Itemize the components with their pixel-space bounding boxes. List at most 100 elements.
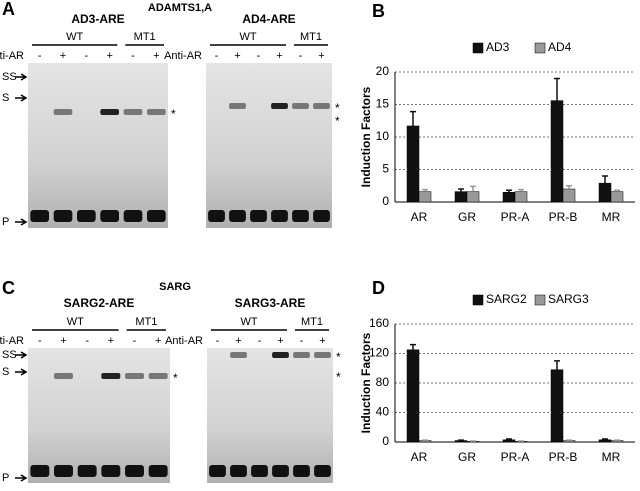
y-tick-label: 120	[369, 346, 389, 360]
gel-title: SARG2-ARE	[64, 296, 135, 310]
shift-band	[230, 352, 247, 358]
error-bar	[518, 188, 524, 192]
free-probe-band	[292, 210, 309, 222]
x-tick-label: GR	[458, 450, 476, 464]
marker-arrow	[15, 73, 28, 81]
error-bar	[458, 188, 464, 192]
marker-arrow	[15, 474, 28, 482]
lane-sign: -	[38, 50, 42, 62]
x-tick-label: AR	[411, 210, 428, 224]
panel-label: D	[372, 278, 385, 298]
lane-sign: -	[215, 50, 219, 62]
bar	[406, 349, 420, 443]
bar	[418, 191, 432, 203]
panel-label: C	[2, 278, 15, 298]
shift-band	[100, 109, 119, 115]
shift-band	[147, 109, 166, 115]
free-probe-band	[271, 210, 288, 222]
lane-sign: +	[60, 50, 66, 62]
bar	[466, 191, 480, 203]
star: *	[171, 107, 176, 121]
y-tick-label: 80	[376, 375, 390, 389]
lane-sign: -	[133, 335, 137, 347]
lane-sign: -	[85, 335, 89, 347]
panel-label: A	[2, 0, 15, 19]
lane-sign: +	[234, 50, 240, 62]
y-tick-label: 0	[382, 194, 389, 208]
legend-label: SARG2	[486, 292, 527, 306]
free-probe-band	[313, 210, 330, 222]
error-bar	[554, 360, 560, 370]
star: *	[335, 114, 340, 128]
legend-label: SARG3	[548, 292, 589, 306]
star: *	[336, 350, 341, 364]
group-label: WT	[67, 316, 84, 328]
panel-heading: SARG	[159, 281, 191, 293]
free-probe-band	[314, 465, 331, 477]
free-probe-band	[230, 465, 247, 477]
marker-arrow	[15, 368, 28, 376]
gel-title: AD4-ARE	[242, 12, 295, 26]
free-probe-band	[123, 210, 143, 222]
panel-heading: ADAMTS1,A	[148, 2, 212, 14]
free-probe-band	[125, 465, 144, 477]
shift-band	[313, 103, 330, 109]
lane-sign: +	[155, 335, 161, 347]
lane-sign: +	[277, 335, 283, 347]
free-probe-band	[53, 210, 73, 222]
free-probe-band	[30, 465, 50, 477]
free-probe-band	[229, 210, 246, 222]
bar	[562, 188, 576, 203]
group-label: WT	[239, 31, 256, 43]
x-tick-label: PR-B	[549, 450, 578, 464]
y-tick-label: 0	[382, 434, 389, 448]
band-marker: S	[2, 366, 9, 378]
star: *	[335, 101, 340, 115]
bar	[502, 192, 516, 203]
legend-swatch	[472, 294, 484, 306]
error-bar	[410, 110, 416, 126]
gel	[28, 348, 170, 483]
panel-label: B	[372, 1, 385, 21]
lane-sign: +	[60, 335, 66, 347]
lane-sign: -	[216, 335, 220, 347]
x-tick-label: MR	[602, 210, 621, 224]
bar	[598, 439, 612, 443]
x-tick-label: GR	[458, 210, 476, 224]
bar	[406, 125, 420, 203]
x-tick-label: MR	[602, 450, 621, 464]
bar	[550, 369, 564, 443]
group-label: MT1	[300, 31, 322, 43]
shift-band	[292, 103, 309, 109]
shift-band	[101, 373, 121, 379]
shift-band	[314, 352, 331, 358]
gel-title: AD3-ARE	[71, 12, 124, 26]
y-tick-label: 40	[376, 405, 390, 419]
band-marker: SS	[2, 71, 17, 83]
free-probe-band	[209, 465, 226, 477]
free-probe-band	[293, 465, 310, 477]
error-bar	[614, 189, 620, 192]
treatment-label: Anti-AR	[164, 50, 202, 62]
lane-sign: -	[299, 50, 303, 62]
free-probe-band	[54, 465, 73, 477]
shift-band	[272, 352, 289, 358]
x-tick-label: AR	[411, 450, 428, 464]
error-bar	[506, 438, 512, 440]
x-tick-label: PR-A	[501, 210, 530, 224]
legend-label: AD4	[548, 40, 572, 54]
free-probe-band	[250, 210, 267, 222]
error-bar	[554, 77, 560, 101]
shift-band	[123, 109, 143, 115]
treatment-label: Anti-AR	[165, 335, 203, 347]
error-bar	[470, 185, 476, 192]
gel	[206, 63, 332, 228]
group-label: MT1	[301, 316, 323, 328]
y-axis-label: Induction Factors	[359, 86, 373, 187]
free-probe-band	[77, 210, 96, 222]
shift-band	[229, 103, 246, 109]
lane-sign: +	[319, 335, 325, 347]
gel	[207, 348, 333, 483]
error-bar	[602, 175, 608, 184]
